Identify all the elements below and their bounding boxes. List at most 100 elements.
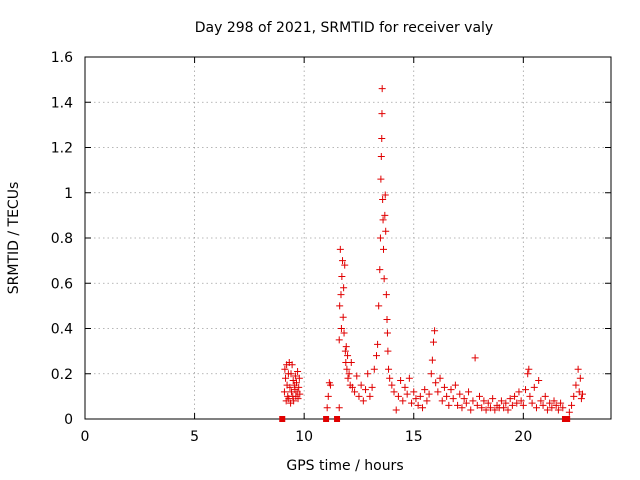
data-point [347, 358, 355, 366]
data-point [471, 354, 479, 362]
data-point [364, 370, 372, 378]
data-point [376, 234, 384, 242]
data-point [399, 397, 407, 405]
data-point [428, 356, 436, 364]
data-point [295, 374, 303, 382]
data-point [416, 392, 424, 400]
data-point [381, 191, 389, 199]
data-point [323, 416, 330, 422]
data-point [380, 275, 388, 283]
data-point [383, 315, 391, 323]
data-point [326, 381, 334, 389]
data-point [491, 406, 499, 414]
data-point [336, 302, 344, 310]
data-point [291, 372, 299, 380]
data-point [564, 416, 571, 422]
data-point [414, 401, 422, 409]
data-point [456, 390, 464, 398]
data-point [482, 406, 490, 414]
data-point [480, 397, 488, 405]
data-point [384, 347, 392, 355]
data-point [357, 381, 365, 389]
data-point [376, 266, 384, 274]
data-point [344, 352, 352, 360]
data-point [296, 390, 304, 398]
data-point [447, 386, 455, 394]
data-point [462, 399, 470, 407]
data-point [390, 388, 398, 396]
y-tick-label: 0 [64, 412, 73, 428]
data-point [577, 395, 585, 403]
data-point [548, 404, 556, 412]
data-point [412, 395, 420, 403]
data-point [565, 408, 573, 416]
data-point [537, 397, 545, 405]
data-point [427, 370, 435, 378]
data-point [541, 392, 549, 400]
data-point [517, 397, 525, 405]
data-point [530, 383, 538, 391]
data-point [550, 397, 558, 405]
data-point [467, 406, 475, 414]
data-point [359, 397, 367, 405]
data-point [401, 383, 409, 391]
data-point [543, 406, 551, 414]
data-point [552, 401, 560, 409]
data-point [370, 365, 378, 373]
data-point [383, 329, 391, 337]
x-tick-label: 20 [514, 429, 532, 445]
data-point [279, 416, 286, 422]
data-point [377, 175, 385, 183]
data-point [286, 383, 294, 391]
data-point [570, 392, 578, 400]
data-point [379, 216, 387, 224]
data-point [579, 390, 587, 398]
data-point [557, 399, 565, 407]
data-point [554, 406, 562, 414]
data-point [340, 284, 348, 292]
data-point [382, 291, 390, 299]
data-point [348, 383, 356, 391]
data-point [528, 399, 536, 407]
data-point [388, 381, 396, 389]
data-point [568, 401, 576, 409]
data-point [344, 374, 352, 382]
data-point [478, 404, 486, 412]
data-point [432, 379, 440, 387]
y-tick-label: 1.4 [51, 95, 73, 111]
data-point [386, 374, 394, 382]
data-point [362, 386, 370, 394]
data-point [506, 395, 514, 403]
data-point [500, 404, 508, 412]
data-point [489, 395, 497, 403]
data-point [294, 367, 302, 375]
data-point [423, 397, 431, 405]
data-point [324, 392, 332, 400]
axis-ticks: 0 5 10 15 20 0 0.2 0.4 0.6 0.8 1 1.2 1.4 1.6 [51, 50, 611, 445]
y-tick-label: 0.2 [51, 367, 73, 383]
y-tick-label: 1.2 [51, 141, 73, 157]
data-point [451, 381, 459, 389]
data-point [340, 329, 348, 337]
data-point [434, 388, 442, 396]
data-point [519, 401, 527, 409]
data-point [574, 365, 582, 373]
data-point [532, 404, 540, 412]
data-point [403, 390, 411, 398]
data-point [345, 370, 353, 378]
data-point [454, 401, 462, 409]
data-point [436, 374, 444, 382]
data-point [285, 395, 293, 403]
data-point [504, 406, 512, 414]
data-point [368, 383, 376, 391]
data-point [381, 211, 389, 219]
data-point [380, 245, 388, 253]
data-point [511, 392, 519, 400]
data-point [339, 313, 347, 321]
data-point [337, 325, 345, 332]
data-point [525, 365, 533, 373]
data-point [539, 401, 547, 409]
data-point [431, 327, 439, 335]
y-tick-label: 0.4 [51, 322, 73, 338]
data-point [572, 381, 580, 389]
